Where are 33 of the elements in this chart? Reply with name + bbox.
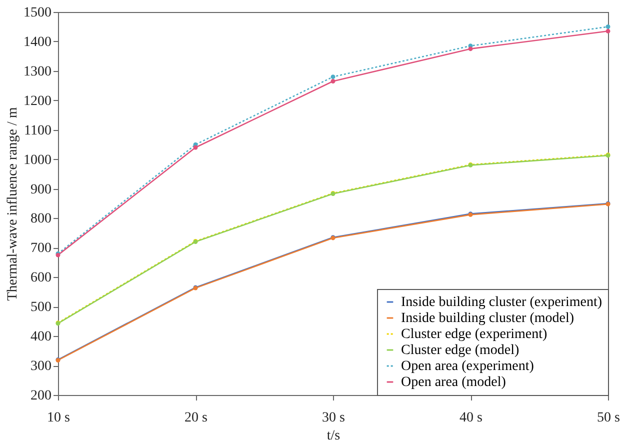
x-tick-label: 50 s xyxy=(597,410,620,426)
legend-label: Inside building cluster (model) xyxy=(401,311,574,326)
y-tick-label: 1100 xyxy=(24,123,52,138)
x-axis-title: t/s xyxy=(326,428,340,444)
y-tick-label: 300 xyxy=(30,359,52,374)
legend-label: Open area (model) xyxy=(401,375,506,390)
y-tick-label: 700 xyxy=(30,241,52,256)
y-tick-label: 1500 xyxy=(24,6,52,20)
legend-label: Cluster edge (model) xyxy=(401,343,520,358)
x-tick-label: 30 s xyxy=(322,410,345,426)
point xyxy=(330,79,336,84)
x-tick-label: 40 s xyxy=(460,410,482,426)
point xyxy=(606,28,610,34)
legend-label: Inside building cluster (experiment) xyxy=(401,295,602,310)
point xyxy=(606,24,610,29)
y-axis-title: Thermal-wave influence range / m xyxy=(6,107,20,301)
y-tick-label: 800 xyxy=(30,212,52,227)
x-tick-label: 10 s xyxy=(47,410,70,426)
legend-label: Cluster edge (experiment) xyxy=(401,327,548,342)
y-tick-label: 600 xyxy=(30,270,52,286)
point xyxy=(193,145,198,150)
y-tick-label: 400 xyxy=(30,330,52,345)
y-tick-label: 200 xyxy=(30,388,52,404)
legend-label: Open area (experiment) xyxy=(401,359,534,374)
x-tick-label: 20 s xyxy=(184,410,208,426)
y-tick-label: 1000 xyxy=(24,152,52,168)
y-tick-label: 1200 xyxy=(24,94,52,109)
y-tick-label: 1400 xyxy=(24,34,52,50)
point xyxy=(468,46,473,52)
y-tick-label: 1300 xyxy=(24,64,52,80)
y-tick-label: 900 xyxy=(30,182,52,198)
point xyxy=(330,74,336,80)
y-tick-label: 500 xyxy=(30,300,52,316)
